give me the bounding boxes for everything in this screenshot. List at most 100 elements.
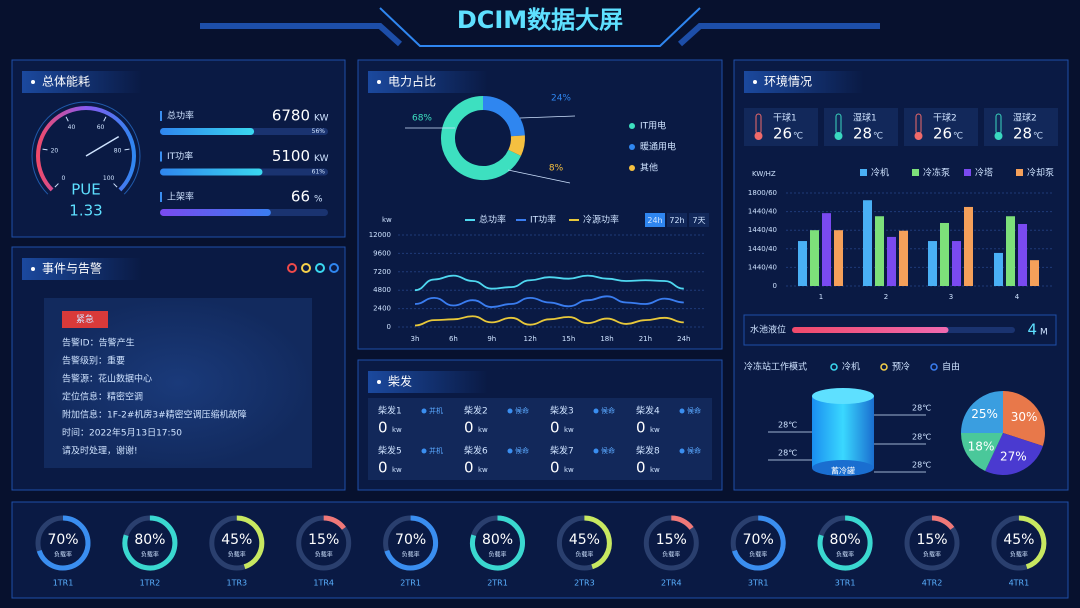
ring-category: 1TR4 bbox=[313, 579, 334, 588]
gauge-tick-label: 0 bbox=[61, 175, 65, 182]
gen-name: 柴发3 bbox=[550, 405, 574, 417]
gauge-tick bbox=[113, 183, 118, 188]
gen-value: 0 bbox=[550, 459, 560, 477]
gauge-tick bbox=[124, 148, 130, 151]
legend-label: 暖通用电 bbox=[640, 141, 676, 153]
bar bbox=[887, 236, 896, 286]
pie-label: 30% bbox=[1011, 410, 1038, 424]
legend-label: 冷机 bbox=[871, 167, 889, 179]
donut-leader bbox=[507, 169, 571, 184]
sensor-name: 湿球1 bbox=[853, 112, 877, 124]
y-tick-label: 1440/40 bbox=[748, 263, 777, 271]
line-series bbox=[414, 274, 684, 292]
panel bbox=[11, 501, 1069, 599]
legend-marker bbox=[629, 123, 635, 129]
gauge-tick bbox=[42, 148, 48, 151]
ring-progress bbox=[236, 515, 265, 570]
pie-slice bbox=[961, 391, 1003, 433]
gauge-tick-label: 80 bbox=[114, 147, 122, 154]
ring-category: 2TR3 bbox=[574, 579, 595, 588]
mode-legend-mark bbox=[830, 363, 838, 371]
sensor-unit: ℃ bbox=[1033, 132, 1043, 142]
ring-progress bbox=[671, 515, 694, 530]
panel-title: 总体能耗 bbox=[42, 75, 90, 89]
sensor-name: 干球2 bbox=[933, 112, 957, 124]
tab-label: 24h bbox=[647, 216, 662, 225]
ring-progress bbox=[817, 515, 873, 571]
ring-category: 2TR1 bbox=[400, 579, 421, 588]
bar bbox=[928, 241, 937, 286]
ring-sublabel: 负载率 bbox=[836, 551, 854, 559]
mode-legend-label: 预冷 bbox=[892, 361, 910, 373]
x-tick-label: 15h bbox=[562, 335, 575, 343]
row-value: 6780 bbox=[272, 107, 310, 125]
bar bbox=[822, 213, 831, 286]
gauge-tick bbox=[65, 116, 69, 122]
legend-marker bbox=[1016, 169, 1023, 176]
gen-unit: kw bbox=[650, 466, 660, 474]
ring-category: 1TR1 bbox=[53, 579, 74, 588]
tank-temp: 28℃ bbox=[912, 404, 931, 413]
legend-marker bbox=[912, 169, 919, 176]
bullet bbox=[377, 380, 381, 384]
legend-label: 总功率 bbox=[479, 214, 506, 226]
legend-label: 冷却泵 bbox=[1027, 167, 1054, 179]
x-tick-label: 3 bbox=[949, 293, 953, 301]
donut-label: 24% bbox=[551, 94, 571, 104]
row-label: 总功率 bbox=[167, 110, 194, 122]
gen-unit: kw bbox=[478, 466, 488, 474]
donut-segment bbox=[441, 96, 521, 180]
ring-value: 45% bbox=[1003, 532, 1034, 548]
ring-category: 2TR1 bbox=[487, 579, 508, 588]
gen-status: 候命 bbox=[601, 446, 615, 455]
ring-sublabel: 负载率 bbox=[488, 551, 506, 559]
header-frame bbox=[379, 7, 701, 47]
sensor-unit: ℃ bbox=[953, 132, 963, 142]
gen-unit: kw bbox=[564, 426, 574, 434]
alarm-line: 告警ID：告警产生 bbox=[62, 337, 135, 349]
donut-leader bbox=[519, 115, 576, 119]
gen-name: 柴发6 bbox=[464, 445, 488, 457]
gen-value: 0 bbox=[464, 459, 474, 477]
panel-title-bar bbox=[368, 71, 488, 93]
legend-marker bbox=[964, 169, 971, 176]
ring-sublabel: 负载率 bbox=[662, 551, 680, 559]
mode-legend-label: 自由 bbox=[942, 361, 960, 373]
header-wing bbox=[200, 23, 880, 47]
level-box bbox=[743, 314, 1057, 346]
sensor-unit: ℃ bbox=[873, 132, 883, 142]
gen-name: 柴发8 bbox=[636, 445, 660, 457]
legend-label: 冷塔 bbox=[975, 167, 993, 179]
line-series bbox=[414, 315, 684, 327]
ring-progress bbox=[931, 515, 955, 530]
gauge-needle bbox=[85, 136, 120, 157]
tank-temp: 28℃ bbox=[912, 433, 931, 442]
y-tick-label: 4800 bbox=[373, 286, 391, 294]
y-tick-label: 1440/40 bbox=[748, 245, 777, 253]
x-tick-label: 24h bbox=[677, 335, 690, 343]
ring-sublabel: 负载率 bbox=[54, 551, 72, 559]
pie-label: 27% bbox=[1000, 449, 1027, 463]
ring-progress bbox=[36, 515, 91, 571]
donut-segment bbox=[482, 96, 525, 137]
alarm-line: 告警级别：重要 bbox=[62, 355, 125, 367]
tab bbox=[645, 213, 665, 227]
sensor-value: 28 bbox=[1013, 125, 1032, 143]
gen-status-dot bbox=[593, 448, 599, 454]
x-tick-label: 12h bbox=[524, 335, 537, 343]
status-dot bbox=[287, 263, 297, 273]
gauge-value: 1.33 bbox=[69, 202, 102, 220]
tab-label: 72h bbox=[669, 216, 684, 225]
panel-title: 环境情况 bbox=[764, 74, 812, 89]
row-value: 5100 bbox=[272, 147, 310, 165]
tank-leader bbox=[768, 414, 926, 473]
level-label: 水池液位 bbox=[750, 324, 786, 336]
row-unit: KW bbox=[314, 114, 329, 124]
ring-sublabel: 负载率 bbox=[402, 551, 420, 559]
alarm-line: 定位信息：精密空调 bbox=[62, 391, 143, 403]
ring-progress bbox=[323, 515, 346, 530]
ring-sublabel: 负载率 bbox=[1010, 551, 1028, 559]
status-dot bbox=[329, 263, 339, 273]
